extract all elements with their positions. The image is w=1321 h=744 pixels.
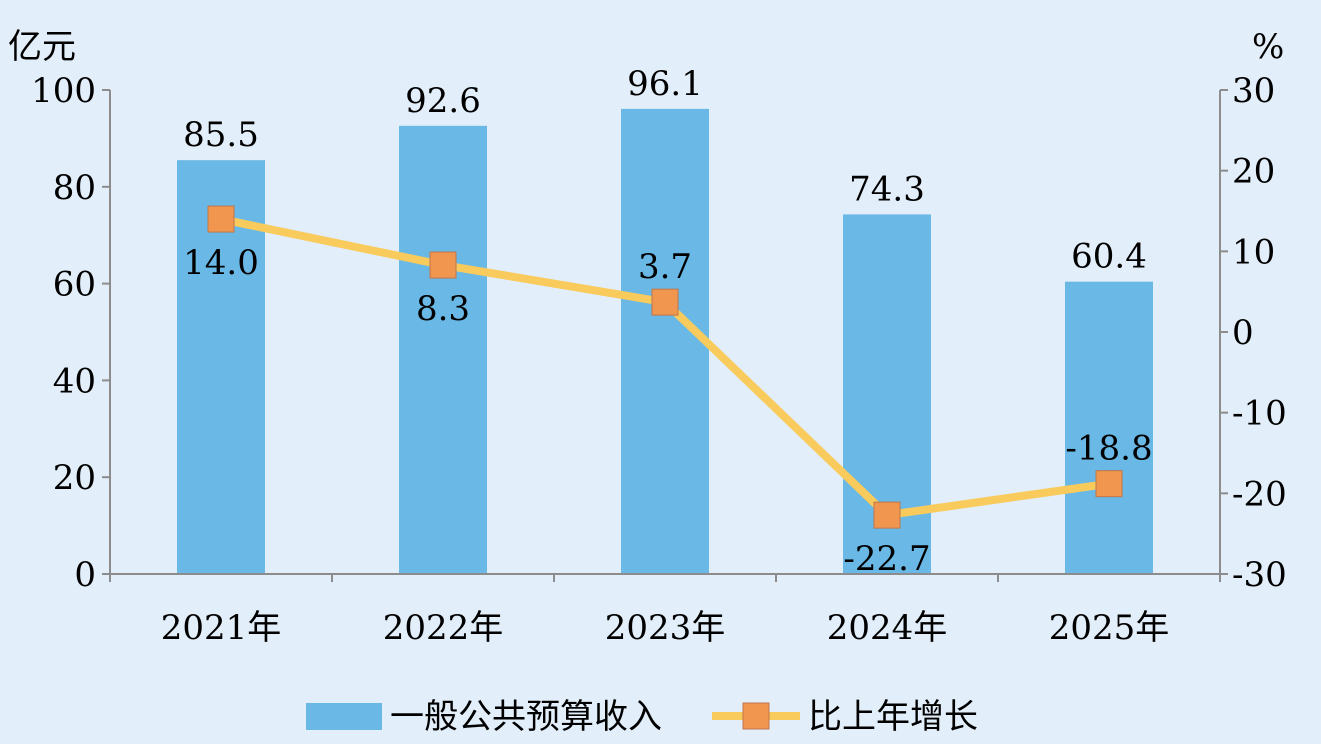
x-tick-label: 2021年 [161, 608, 282, 648]
x-tick-label: 2023年 [605, 608, 726, 648]
right-tick-label: 0 [1232, 313, 1254, 353]
legend-bar-swatch [306, 703, 382, 730]
growth-marker [207, 205, 235, 233]
bar-data-label: 60.4 [1071, 237, 1147, 277]
left-tick-label: 40 [53, 361, 96, 401]
growth-marker [429, 251, 457, 279]
right-tick-label: -10 [1232, 394, 1287, 434]
line-data-label: 14.0 [183, 243, 259, 283]
bar [621, 108, 709, 574]
left-axis-unit: 亿元 [8, 27, 76, 67]
right-axis-unit: % [1252, 27, 1284, 67]
x-tick-label: 2024年 [827, 608, 948, 648]
axes: 0 20 40 60 80 100 -30 -20 -10 0 10 20 30 2021年 2022年 20… [31, 71, 1287, 648]
right-tick-label: 10 [1232, 232, 1275, 272]
left-tick-label: 80 [53, 168, 96, 208]
bar [1065, 281, 1153, 574]
bar [399, 125, 487, 574]
line-data-label: 8.3 [416, 289, 470, 329]
growth-marker [1095, 470, 1123, 498]
bar-data-label: 74.3 [849, 169, 925, 209]
right-tick-label: 20 [1232, 152, 1275, 192]
growth-marker [873, 501, 901, 529]
right-tick-label: 30 [1232, 71, 1275, 111]
growth-marker [651, 288, 679, 316]
legend-bar-label: 一般公共预算收入 [390, 697, 662, 737]
legend-marker-swatch [742, 702, 770, 730]
right-tick-label: -30 [1232, 555, 1287, 595]
left-tick-label: 100 [31, 71, 96, 111]
bar-series [177, 108, 1153, 574]
line-data-label: 3.7 [638, 247, 692, 287]
data-labels: 85.5 92.6 96.1 74.3 60.4 14.0 8.3 3.7 -22.7 -18.8 [183, 64, 1152, 579]
line-data-label: -22.7 [843, 539, 930, 579]
x-tick-label: 2022年 [383, 608, 504, 648]
bar-data-label: 96.1 [627, 64, 703, 104]
legend-line-label: 比上年增长 [808, 697, 978, 737]
legend: 一般公共预算收入 比上年增长 [306, 697, 978, 737]
left-tick-label: 0 [74, 555, 96, 595]
line-data-label: -18.8 [1065, 429, 1152, 469]
left-tick-label: 60 [53, 265, 96, 305]
line-series [207, 205, 1123, 529]
bar-data-label: 85.5 [183, 115, 259, 155]
x-tick-label: 2025年 [1049, 608, 1170, 648]
left-tick-label: 20 [53, 458, 96, 498]
bar-data-label: 92.6 [405, 81, 481, 121]
right-tick-label: -20 [1232, 474, 1287, 514]
